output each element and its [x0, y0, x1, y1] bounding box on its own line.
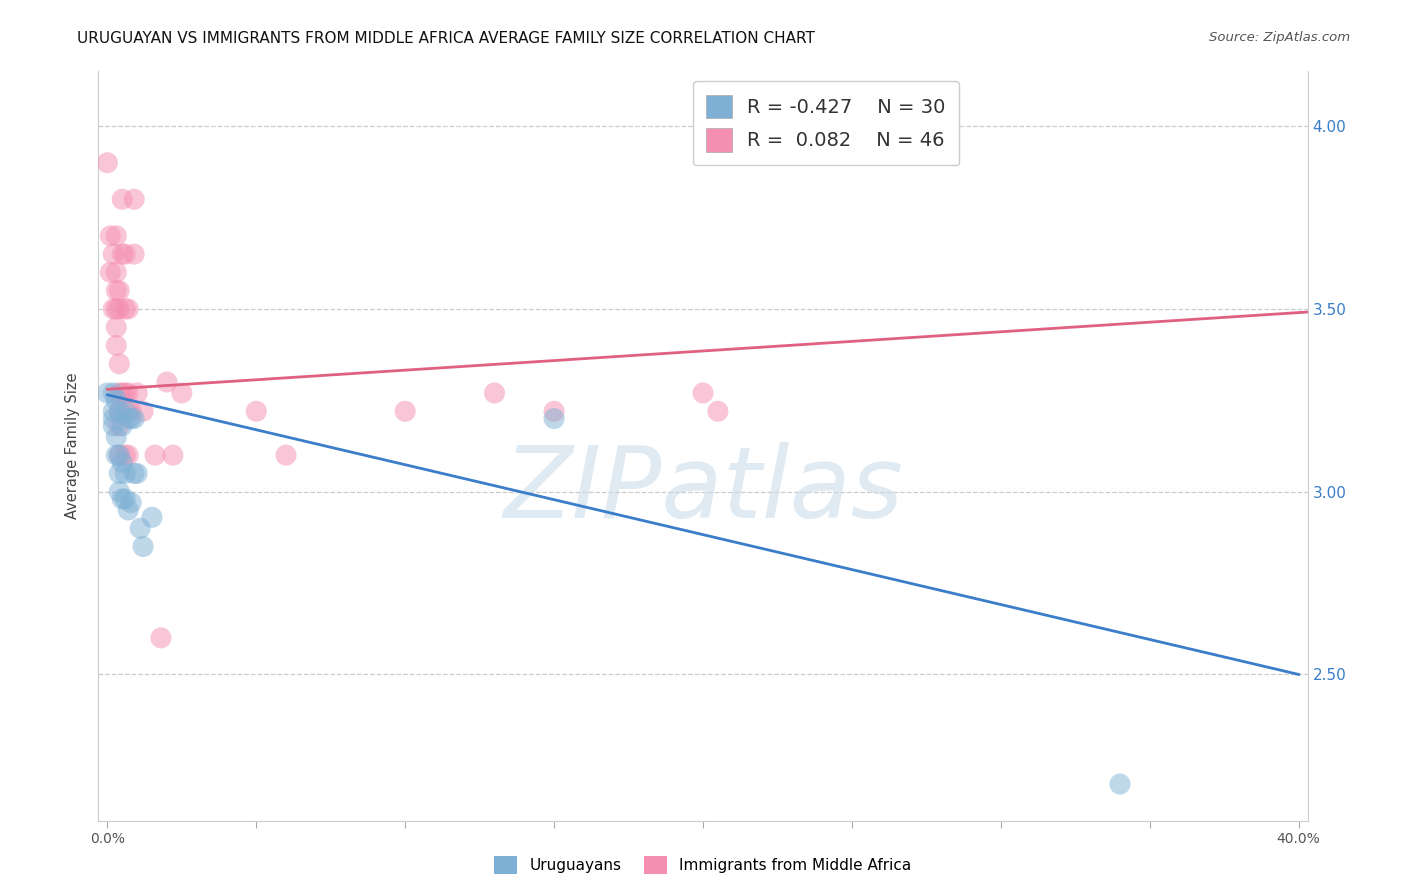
Point	[484, 386, 506, 401]
Point	[122, 192, 145, 206]
Point	[114, 448, 136, 462]
Point	[117, 301, 139, 316]
Point	[108, 284, 131, 298]
Legend: R = -0.427    N = 30, R =  0.082    N = 46: R = -0.427 N = 30, R = 0.082 N = 46	[693, 81, 959, 166]
Point	[105, 338, 128, 352]
Text: URUGUAYAN VS IMMIGRANTS FROM MIDDLE AFRICA AVERAGE FAMILY SIZE CORRELATION CHART: URUGUAYAN VS IMMIGRANTS FROM MIDDLE AFRI…	[77, 31, 815, 46]
Point	[122, 467, 145, 481]
Point	[149, 631, 172, 645]
Point	[105, 430, 128, 444]
Point	[105, 320, 128, 334]
Point	[543, 411, 565, 425]
Point	[692, 386, 714, 401]
Point	[114, 301, 136, 316]
Point	[108, 404, 131, 418]
Point	[111, 192, 134, 206]
Point	[114, 467, 136, 481]
Point	[394, 404, 416, 418]
Point	[543, 404, 565, 418]
Point	[117, 448, 139, 462]
Point	[111, 491, 134, 506]
Point	[132, 540, 155, 554]
Point	[170, 386, 193, 401]
Point	[122, 247, 145, 261]
Point	[108, 357, 131, 371]
Point	[98, 265, 121, 279]
Legend: Uruguayans, Immigrants from Middle Africa: Uruguayans, Immigrants from Middle Afric…	[488, 850, 918, 880]
Point	[103, 301, 125, 316]
Text: ZIPatlas: ZIPatlas	[503, 442, 903, 540]
Point	[117, 503, 139, 517]
Point	[120, 411, 142, 425]
Point	[108, 404, 131, 418]
Point	[111, 455, 134, 469]
Point	[162, 448, 184, 462]
Point	[105, 301, 128, 316]
Point	[143, 448, 166, 462]
Y-axis label: Average Family Size: Average Family Size	[65, 373, 80, 519]
Point	[108, 418, 131, 433]
Point	[117, 411, 139, 425]
Point	[105, 393, 128, 408]
Point	[105, 284, 128, 298]
Point	[108, 448, 131, 462]
Point	[96, 155, 118, 169]
Point	[105, 448, 128, 462]
Point	[127, 386, 149, 401]
Point	[111, 386, 134, 401]
Point	[1109, 777, 1132, 791]
Point	[122, 411, 145, 425]
Point	[127, 467, 149, 481]
Point	[117, 404, 139, 418]
Point	[108, 386, 131, 401]
Point	[105, 265, 128, 279]
Point	[108, 484, 131, 499]
Point	[274, 448, 297, 462]
Point	[156, 375, 179, 389]
Point	[105, 228, 128, 243]
Point	[114, 491, 136, 506]
Text: Source: ZipAtlas.com: Source: ZipAtlas.com	[1209, 31, 1350, 45]
Point	[96, 386, 118, 401]
Point	[103, 411, 125, 425]
Point	[114, 386, 136, 401]
Point	[117, 386, 139, 401]
Point	[108, 448, 131, 462]
Point	[132, 404, 155, 418]
Point	[120, 496, 142, 510]
Point	[108, 467, 131, 481]
Point	[103, 404, 125, 418]
Point	[103, 247, 125, 261]
Point	[120, 404, 142, 418]
Point	[114, 404, 136, 418]
Point	[707, 404, 730, 418]
Point	[141, 510, 163, 524]
Point	[111, 247, 134, 261]
Point	[114, 247, 136, 261]
Point	[103, 418, 125, 433]
Point	[98, 228, 121, 243]
Point	[108, 301, 131, 316]
Point	[111, 418, 134, 433]
Point	[103, 386, 125, 401]
Point	[245, 404, 267, 418]
Point	[129, 521, 152, 535]
